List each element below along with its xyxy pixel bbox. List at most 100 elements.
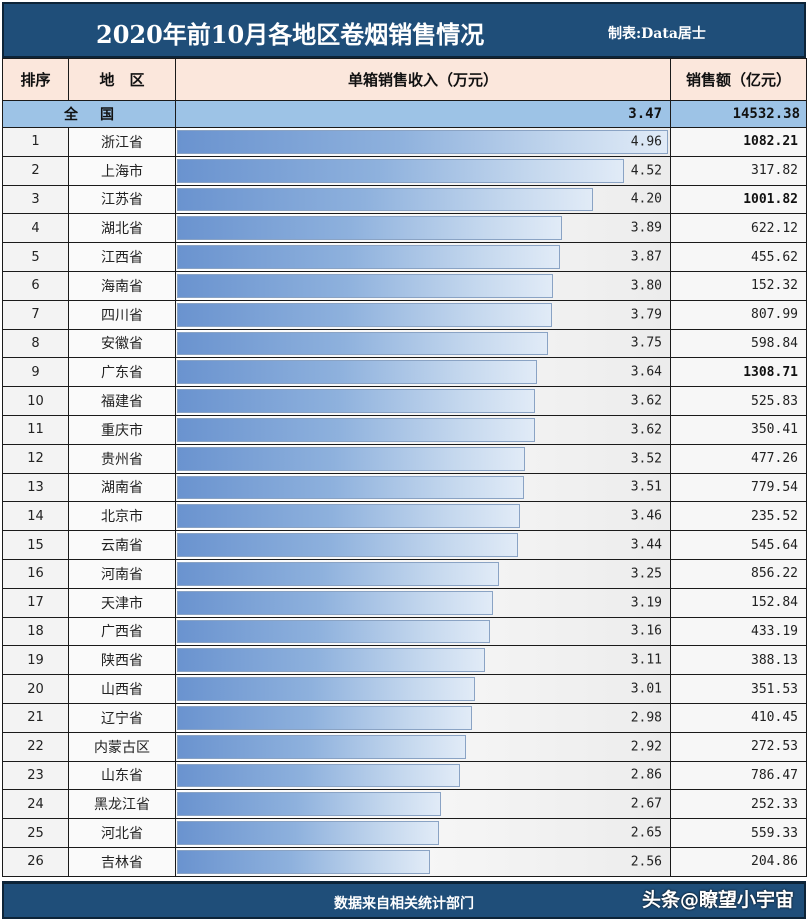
- table-row: 25 河北省 2.65 559.33: [2, 818, 807, 848]
- unit-income-value: 2.92: [630, 739, 662, 755]
- table-row: 24 黑龙江省 2.67 252.33: [2, 789, 807, 820]
- region-cell: 云南省: [68, 530, 176, 560]
- unit-income-value: 3.44: [630, 537, 662, 553]
- unit-income-value: 2.65: [630, 825, 662, 841]
- column-header-rank: 排序: [2, 58, 69, 101]
- region-cell: 河南省: [68, 558, 176, 589]
- rank-cell: 26: [2, 846, 69, 877]
- unit-income-value: 3.01: [630, 681, 662, 697]
- sales-cell: 350.41: [670, 414, 807, 445]
- region-cell: 山东省: [68, 760, 176, 791]
- region-cell: 贵州省: [68, 443, 176, 474]
- table-row: 19 陕西省 3.11 388.13: [2, 645, 807, 676]
- rank-cell: 12: [2, 443, 69, 474]
- rank-cell: 9: [2, 357, 69, 388]
- data-bar: [177, 417, 535, 442]
- sales-cell: 388.13: [670, 645, 807, 676]
- sales-cell: 351.53: [670, 674, 807, 704]
- unit-income-cell: 3.52: [175, 443, 671, 474]
- rank-cell: 5: [2, 242, 69, 272]
- sales-cell: 807.99: [670, 299, 807, 330]
- data-bar: [177, 763, 460, 788]
- table-row: 8 安徽省 3.75 598.84: [2, 328, 807, 359]
- data-bar: [177, 705, 472, 730]
- unit-income-cell: 2.98: [175, 702, 671, 733]
- region-cell: 福建省: [68, 386, 176, 416]
- table-row: 16 河南省 3.25 856.22: [2, 558, 807, 589]
- unit-income-cell: 4.52: [175, 155, 671, 186]
- sales-cell: 152.32: [670, 270, 807, 301]
- region-cell: 江苏省: [68, 184, 176, 215]
- data-bar: [177, 590, 493, 615]
- sales-cell: 204.86: [670, 846, 807, 877]
- rank-cell: 15: [2, 530, 69, 560]
- data-bar: [177, 216, 562, 241]
- unit-income-value: 4.96: [630, 134, 662, 150]
- rank-cell: 22: [2, 731, 69, 762]
- table-row: 14 北京市 3.46 235.52: [2, 501, 807, 532]
- column-header-row: 排序 地 区 单箱销售收入（万元） 销售额（亿元）: [2, 58, 807, 101]
- unit-income-cell: 3.87: [175, 242, 671, 272]
- region-cell: 黑龙江省: [68, 789, 176, 820]
- rank-cell: 4: [2, 213, 69, 244]
- unit-income-value: 3.79: [630, 307, 662, 323]
- rank-cell: 25: [2, 818, 69, 848]
- unit-income-cell: 3.16: [175, 616, 671, 647]
- sales-cell: 317.82: [670, 155, 807, 186]
- unit-income-cell: 3.19: [175, 587, 671, 618]
- unit-income-cell: 3.80: [175, 270, 671, 301]
- credit-label: 制表:Data居士: [608, 26, 706, 42]
- data-bar: [177, 677, 475, 701]
- sales-cell: 252.33: [670, 789, 807, 820]
- table-row: 21 辽宁省 2.98 410.45: [2, 702, 807, 733]
- unit-income-value: 3.19: [630, 595, 662, 611]
- region-cell: 山西省: [68, 674, 176, 704]
- table-row: 13 湖南省 3.51 779.54: [2, 472, 807, 503]
- sales-cell: 779.54: [670, 472, 807, 503]
- sales-cell: 433.19: [670, 616, 807, 647]
- data-bar: [177, 648, 485, 673]
- region-cell: 江西省: [68, 242, 176, 272]
- unit-income-value: 3.11: [630, 652, 662, 668]
- sales-cell: 622.12: [670, 213, 807, 244]
- region-cell: 湖北省: [68, 213, 176, 244]
- data-bar: [177, 130, 668, 154]
- unit-income-cell: 4.96: [175, 127, 671, 157]
- region-cell: 安徽省: [68, 328, 176, 359]
- national-label: 全国: [2, 100, 176, 128]
- region-cell: 陕西省: [68, 645, 176, 676]
- rank-cell: 13: [2, 472, 69, 503]
- unit-income-cell: 3.62: [175, 386, 671, 416]
- rank-cell: 14: [2, 501, 69, 532]
- table-row: 5 江西省 3.87 455.62: [2, 242, 807, 272]
- sales-table: 排序 地 区 单箱销售收入（万元） 销售额（亿元） 全国 3.47 14532.…: [2, 58, 807, 877]
- unit-income-value: 3.87: [630, 249, 662, 265]
- data-bar: [177, 331, 548, 356]
- data-bar: [177, 302, 552, 327]
- data-bar: [177, 504, 520, 529]
- table-row: 4 湖北省 3.89 622.12: [2, 213, 807, 244]
- rank-cell: 10: [2, 386, 69, 416]
- unit-income-value: 3.52: [630, 451, 662, 467]
- unit-income-value: 3.16: [630, 623, 662, 639]
- sales-cell: 1001.82: [670, 184, 807, 215]
- table-row: 2 上海市 4.52 317.82: [2, 155, 807, 186]
- unit-income-cell: 3.89: [175, 213, 671, 244]
- unit-income-value: 2.56: [630, 854, 662, 870]
- table-row: 7 四川省 3.79 807.99: [2, 299, 807, 330]
- sales-cell: 410.45: [670, 702, 807, 733]
- table-row: 22 内蒙古区 2.92 272.53: [2, 731, 807, 762]
- unit-income-value: 4.52: [630, 163, 662, 179]
- title-bar: 2020年前10月各地区卷烟销售情况 制表:Data居士: [2, 2, 806, 58]
- unit-income-cell: 3.11: [175, 645, 671, 676]
- table-row: 6 海南省 3.80 152.32: [2, 270, 807, 301]
- rank-cell: 1: [2, 127, 69, 157]
- sales-cell: 235.52: [670, 501, 807, 532]
- region-cell: 北京市: [68, 501, 176, 532]
- unit-income-cell: 3.46: [175, 501, 671, 532]
- table-row: 15 云南省 3.44 545.64: [2, 530, 807, 560]
- unit-income-cell: 4.20: [175, 184, 671, 215]
- sales-cell: 786.47: [670, 760, 807, 791]
- unit-income-cell: 3.64: [175, 357, 671, 388]
